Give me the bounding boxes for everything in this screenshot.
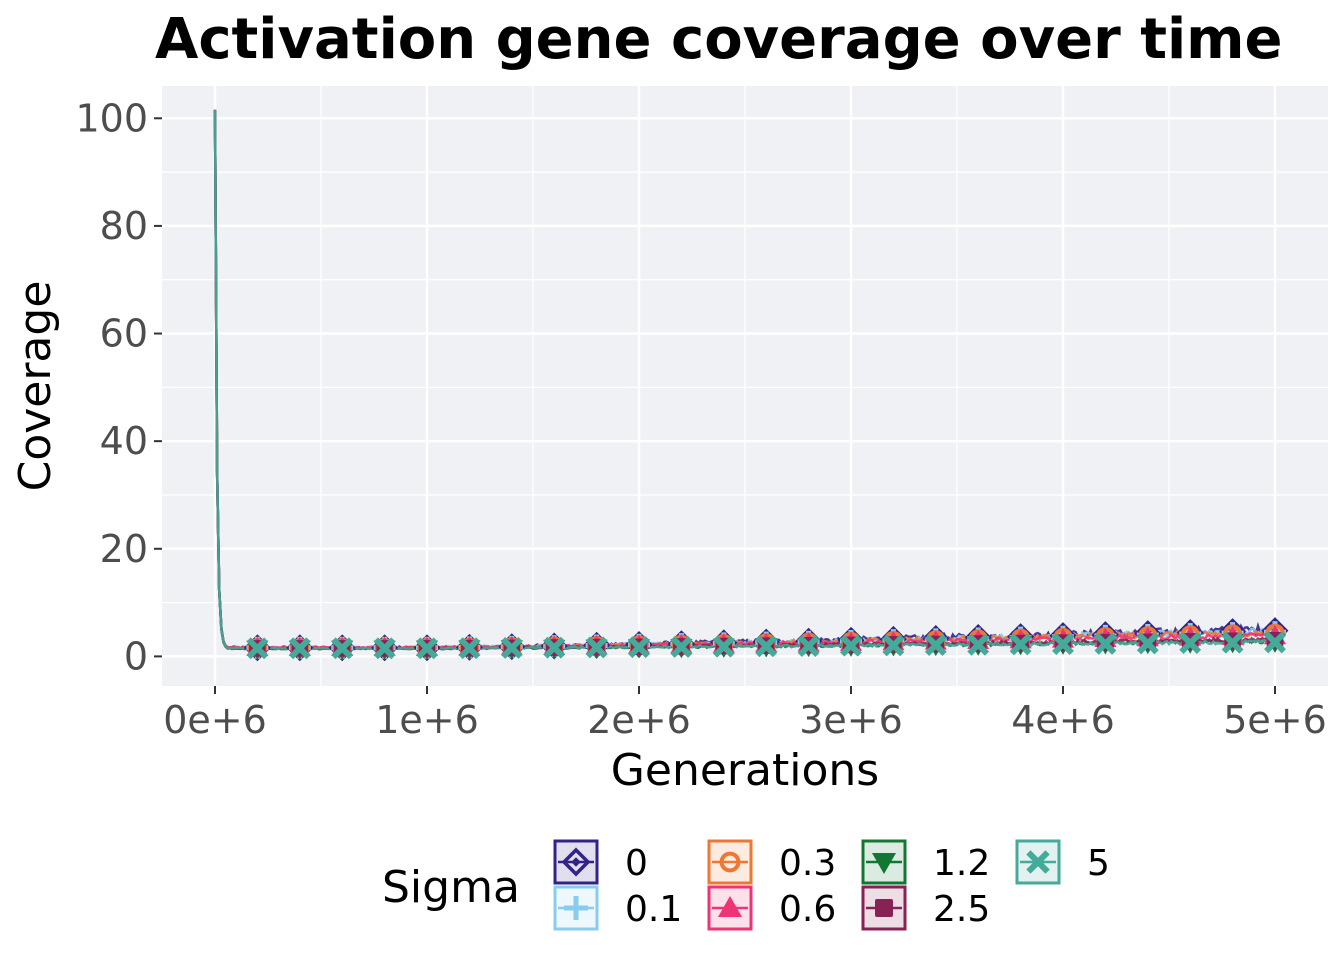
y-tick-label: 20: [100, 527, 148, 571]
legend-marker: [872, 853, 896, 874]
legend-label: 0.3: [779, 843, 836, 884]
legend-marker: [875, 899, 893, 917]
marker-5: [840, 634, 862, 657]
marker-5: [585, 636, 608, 659]
x-tick-label: 5e+6: [1223, 698, 1327, 742]
legend-label: 0.6: [779, 889, 836, 930]
legend-item-0.6: 0.6: [707, 885, 836, 931]
legend-marker: [718, 896, 742, 917]
y-tick-label: 0: [124, 634, 148, 678]
legend-item-1.2: 1.2: [861, 839, 990, 885]
marker-5: [373, 637, 396, 660]
legend-label: 2.5: [933, 889, 990, 930]
marker-5: [288, 637, 311, 660]
marker-5: [712, 635, 735, 658]
x-tick-label: 2e+6: [587, 698, 691, 742]
legend-marker: [561, 847, 591, 877]
grid: [162, 86, 1328, 686]
marker-5: [967, 633, 990, 656]
marker-5: [1009, 633, 1032, 656]
series-layer: [213, 109, 1289, 662]
y-tick-label: 60: [100, 312, 148, 356]
marker-5: [458, 637, 481, 660]
x-tick-label: 0e+6: [163, 698, 267, 742]
marker-5: [797, 635, 820, 657]
marker-5: [416, 637, 438, 660]
x-tick-label: 4e+6: [1011, 698, 1115, 742]
legend-item-2.5: 2.5: [861, 885, 990, 931]
legend-label: 1.2: [933, 843, 990, 884]
y-axis-title: Coverage: [10, 281, 61, 492]
legend-item-0.3: 0.3: [707, 839, 836, 885]
marker-5: [1221, 631, 1244, 654]
marker-5: [1052, 633, 1074, 656]
marker-5: [882, 634, 905, 657]
legend-item-0: 0: [553, 839, 648, 885]
marker-5: [1136, 632, 1159, 655]
legend-marker: [719, 851, 741, 873]
marker-5: [1094, 632, 1117, 655]
marker-5: [1264, 631, 1286, 654]
y-tick-label: 80: [100, 204, 148, 248]
marker-5: [331, 637, 354, 660]
y-tick-label: 100: [75, 96, 148, 140]
marker-5: [755, 635, 778, 658]
legend-item-5: 5: [1015, 839, 1110, 885]
legend-marker: [1026, 850, 1050, 874]
legend: Sigma 0 0.1 0.3 0.6 1.2 2.5 5: [382, 839, 1110, 931]
legend-marker: [564, 896, 588, 920]
marker-5: [1179, 632, 1202, 655]
marker-5: [246, 637, 269, 660]
x-tick-label: 1e+6: [375, 698, 479, 742]
marker-5: [500, 637, 523, 659]
x-tick-label: 3e+6: [799, 698, 903, 742]
marker-5: [924, 634, 947, 657]
legend-title: Sigma: [382, 862, 520, 913]
legend-label: 5: [1087, 843, 1110, 884]
chart-title: Activation gene coverage over time: [155, 7, 1283, 72]
marker-5: [628, 636, 650, 659]
series-markers-5: [246, 631, 1286, 660]
legend-label: 0.1: [625, 889, 682, 930]
legend-label: 0: [625, 843, 648, 884]
y-tick-label: 40: [100, 419, 148, 463]
x-axis-title: Generations: [611, 745, 879, 796]
axis-ticks: 0e+6 1e+6 2e+6 3e+6 4e+6 5e+6 0 20 40 60 80 100: [75, 96, 1326, 742]
legend-item-0.1: 0.1: [553, 885, 682, 931]
marker-5: [543, 636, 566, 659]
marker-5: [670, 636, 693, 658]
